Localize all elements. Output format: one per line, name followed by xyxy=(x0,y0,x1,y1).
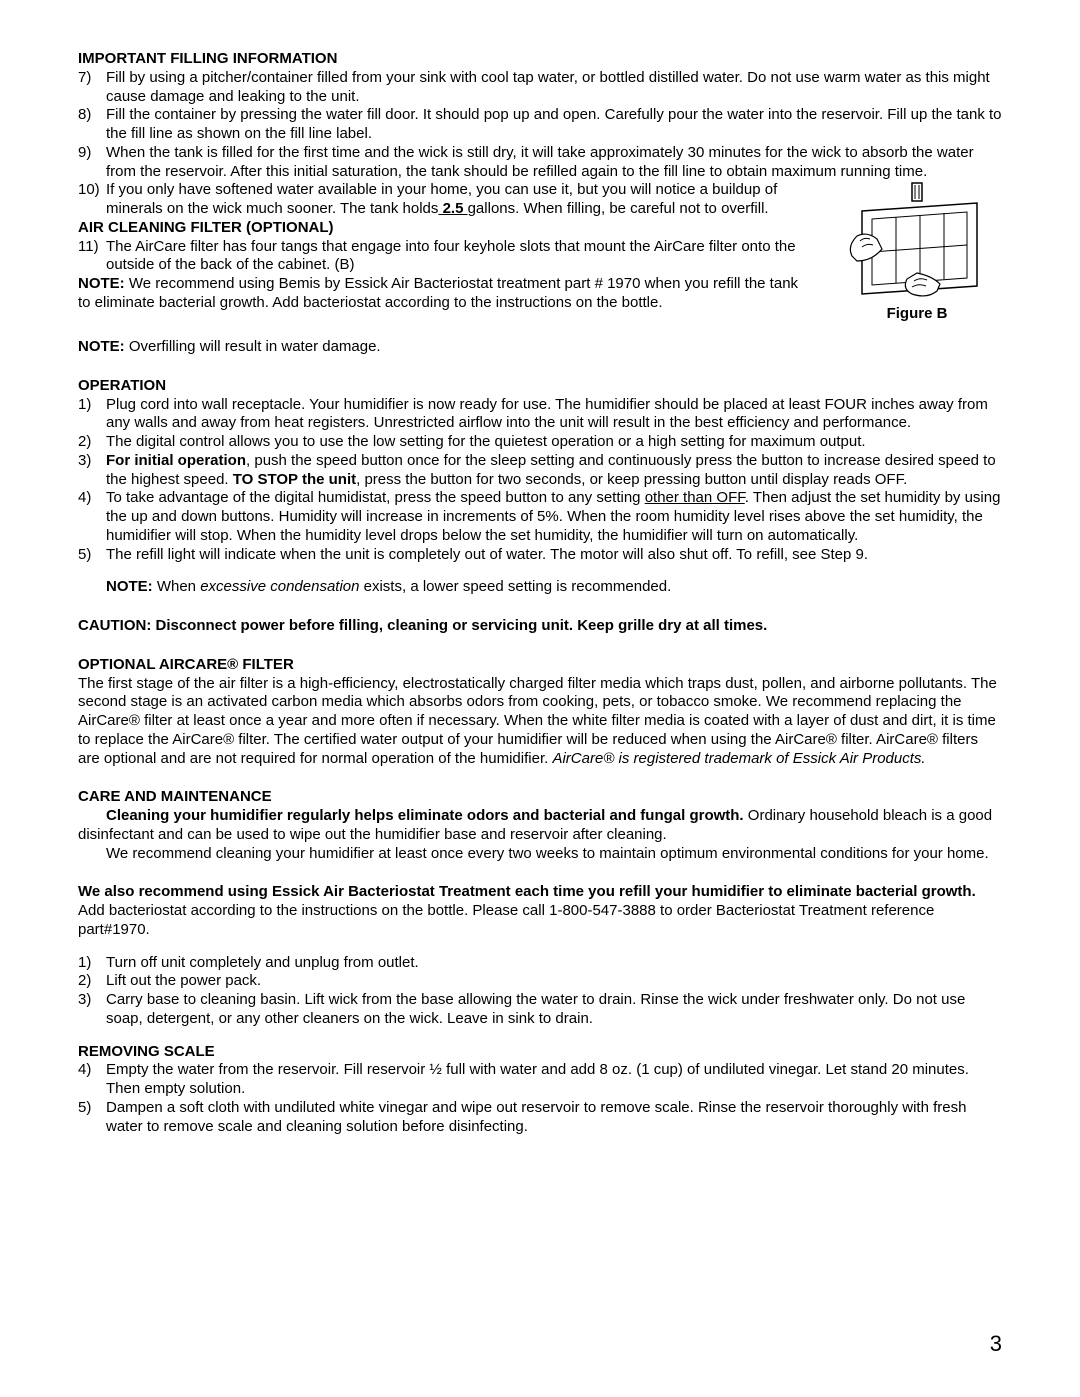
note-label: NOTE: xyxy=(78,338,125,355)
text: exists, a lower speed setting is recomme… xyxy=(359,578,671,595)
filter-diagram-icon xyxy=(842,181,992,301)
list-num: 2) xyxy=(78,972,106,991)
figure-label: Figure B xyxy=(832,305,1002,324)
list-item: 5)Dampen a soft cloth with undiluted whi… xyxy=(78,1099,1002,1137)
list-item: 11)The AirCare filter has four tangs tha… xyxy=(78,238,802,276)
text-italic: AirCare® is registered trademark of Essi… xyxy=(552,750,925,767)
list-num: 4) xyxy=(78,489,106,508)
page-number: 3 xyxy=(990,1330,1002,1358)
list-text: For initial operation, push the speed bu… xyxy=(106,452,1002,490)
text-bold: For initial operation xyxy=(106,452,246,469)
list-num: 7) xyxy=(78,69,106,88)
operation-list: 1)Plug cord into wall receptacle. Your h… xyxy=(78,396,1002,565)
heading-removing-scale: REMOVING SCALE xyxy=(78,1043,1002,1062)
text-bold: We also recommend using Essick Air Bacte… xyxy=(78,883,976,900)
list-item: 7)Fill by using a pitcher/container fill… xyxy=(78,69,1002,107)
bacteriostat-para: We also recommend using Essick Air Bacte… xyxy=(78,883,1002,939)
list-text: Plug cord into wall receptacle. Your hum… xyxy=(106,396,1002,434)
list-item: 9)When the tank is filled for the first … xyxy=(78,144,1002,182)
list-text: Fill the container by pressing the water… xyxy=(106,106,1002,144)
list-item: 5)The refill light will indicate when th… xyxy=(78,546,1002,565)
operation-note: NOTE: When excessive condensation exists… xyxy=(78,578,1002,597)
gallons-value: 2.5 xyxy=(438,200,467,217)
list-num: 10) xyxy=(78,181,106,200)
list-text: Carry base to cleaning basin. Lift wick … xyxy=(106,991,1002,1029)
list-text: Lift out the power pack. xyxy=(106,972,1002,991)
list-item: 1)Plug cord into wall receptacle. Your h… xyxy=(78,396,1002,434)
list-item: 2)Lift out the power pack. xyxy=(78,972,1002,991)
list-text: Turn off unit completely and unplug from… xyxy=(106,954,1002,973)
overfill-note: NOTE: Overfilling will result in water d… xyxy=(78,338,1002,357)
list-text: If you only have softened water availabl… xyxy=(106,181,802,219)
list-text: To take advantage of the digital humidis… xyxy=(106,489,1002,545)
note-text: Overfilling will result in water damage. xyxy=(125,338,381,355)
care-line2: We recommend cleaning your humidifier at… xyxy=(78,845,1002,864)
list-num: 5) xyxy=(78,1099,106,1118)
figure-b: Figure B xyxy=(832,181,1002,324)
care-steps-list: 1)Turn off unit completely and unplug fr… xyxy=(78,954,1002,1029)
list-item: 3)Carry base to cleaning basin. Lift wic… xyxy=(78,991,1002,1029)
list-num: 9) xyxy=(78,144,106,163)
list-text: Empty the water from the reservoir. Fill… xyxy=(106,1061,1002,1099)
list-num: 3) xyxy=(78,452,106,471)
list-num: 3) xyxy=(78,991,106,1010)
list-item: 4)Empty the water from the reservoir. Fi… xyxy=(78,1061,1002,1099)
note-label: NOTE: xyxy=(106,578,153,595)
heading-operation: OPERATION xyxy=(78,377,1002,396)
list-num: 4) xyxy=(78,1061,106,1080)
note-text: We recommend using Bemis by Essick Air B… xyxy=(78,275,798,311)
text-bold: TO STOP the unit xyxy=(233,471,356,488)
filling-list: 7)Fill by using a pitcher/container fill… xyxy=(78,69,1002,182)
list-num: 11) xyxy=(78,238,106,257)
text: Add bacteriostat according to the instru… xyxy=(78,902,934,938)
care-line1: Cleaning your humidifier regularly helps… xyxy=(78,807,1002,845)
list-num: 1) xyxy=(78,954,106,973)
list-item: 10) If you only have softened water avai… xyxy=(78,181,802,219)
heading-care: CARE AND MAINTENANCE xyxy=(78,788,1002,807)
list-num: 5) xyxy=(78,546,106,565)
note-label: NOTE: xyxy=(78,275,125,292)
list-text: The digital control allows you to use th… xyxy=(106,433,1002,452)
list-item: 4)To take advantage of the digital humid… xyxy=(78,489,1002,545)
text-underline: other than OFF xyxy=(645,489,745,506)
text: When xyxy=(153,578,201,595)
list-num: 1) xyxy=(78,396,106,415)
text-italic: excessive condensation xyxy=(200,578,359,595)
text: To take advantage of the digital humidis… xyxy=(106,489,645,506)
list-text: Fill by using a pitcher/container filled… xyxy=(106,69,1002,107)
heading-optional-aircare: OPTIONAL AIRCARE® FILTER xyxy=(78,656,1002,675)
list-text: Dampen a soft cloth with undiluted white… xyxy=(106,1099,1002,1137)
list-num: 2) xyxy=(78,433,106,452)
list-text: The AirCare filter has four tangs that e… xyxy=(106,238,802,276)
text-bold: Cleaning your humidifier regularly helps… xyxy=(106,807,744,824)
text: , press the button for two seconds, or k… xyxy=(356,471,907,488)
removing-scale-list: 4)Empty the water from the reservoir. Fi… xyxy=(78,1061,1002,1136)
list-item: 3)For initial operation, push the speed … xyxy=(78,452,1002,490)
list-text: When the tank is filled for the first ti… xyxy=(106,144,1002,182)
list-item: 8)Fill the container by pressing the wat… xyxy=(78,106,1002,144)
caution-text: CAUTION: Disconnect power before filling… xyxy=(78,617,1002,636)
text: gallons. When filling, be careful not to… xyxy=(468,200,769,217)
heading-filling: IMPORTANT FILLING INFORMATION xyxy=(78,50,1002,69)
list-item: 2)The digital control allows you to use … xyxy=(78,433,1002,452)
optional-aircare-body: The first stage of the air filter is a h… xyxy=(78,675,1002,769)
list-text: The refill light will indicate when the … xyxy=(106,546,1002,565)
list-num: 8) xyxy=(78,106,106,125)
list-item: 1)Turn off unit completely and unplug fr… xyxy=(78,954,1002,973)
